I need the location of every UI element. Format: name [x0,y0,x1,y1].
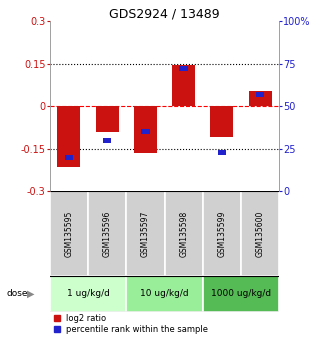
Text: GSM135599: GSM135599 [217,210,226,257]
Bar [211,106,233,137]
Text: GSM135598: GSM135598 [179,211,188,257]
Bar [88,191,126,276]
Bar [50,191,88,276]
Legend: log2 ratio, percentile rank within the sample: log2 ratio, percentile rank within the s… [54,314,208,334]
Bar [172,65,195,106]
Text: GSM135596: GSM135596 [103,210,112,257]
Bar [96,106,119,132]
Bar [203,191,241,276]
Bar [256,92,265,97]
Bar [103,138,111,143]
Bar [65,155,73,160]
Bar [179,66,188,72]
Bar [164,191,203,276]
Text: 1000 ug/kg/d: 1000 ug/kg/d [211,289,271,298]
Text: ▶: ▶ [27,289,35,299]
Text: GSM135600: GSM135600 [256,210,265,257]
Bar [241,191,279,276]
Bar [126,191,164,276]
Bar [203,276,279,312]
Bar [218,149,226,155]
Bar [57,106,80,167]
Text: 1 ug/kg/d: 1 ug/kg/d [66,289,109,298]
Text: GSM135595: GSM135595 [65,210,74,257]
Text: 10 ug/kg/d: 10 ug/kg/d [140,289,189,298]
Bar [249,91,272,106]
Bar [50,276,126,312]
Bar [126,276,203,312]
Text: GSM135597: GSM135597 [141,210,150,257]
Bar [141,129,150,134]
Title: GDS2924 / 13489: GDS2924 / 13489 [109,7,220,20]
Bar [134,106,157,153]
Text: dose: dose [6,289,28,298]
